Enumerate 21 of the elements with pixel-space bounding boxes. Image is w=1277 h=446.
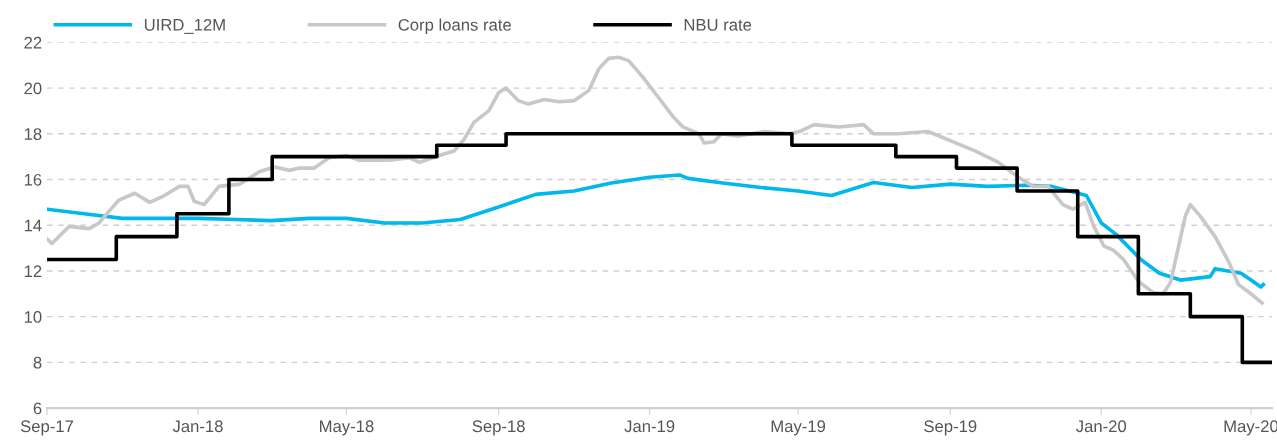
line-series: [47, 173, 1266, 289]
y-tick-label: 18: [24, 128, 42, 140]
legend-label: UIRD_12M: [144, 18, 225, 34]
y-tick-label: 10: [24, 311, 42, 323]
legend-label: Corp loans rate: [398, 18, 511, 35]
x-tick-label: Sep-17: [20, 420, 74, 436]
y-tick-label: 16: [24, 173, 42, 186]
legend-label: NBU rate: [684, 19, 752, 31]
x-tick-label: Sep-18: [472, 420, 525, 436]
y-tick-label: 6: [33, 402, 42, 415]
x-tick-label: Jan-18: [172, 420, 223, 433]
y-tick-label: 22: [24, 36, 42, 49]
y-tick-label: 20: [24, 82, 42, 95]
y-tick-label: 8: [33, 356, 42, 369]
x-tick-label: Jan-19: [624, 420, 675, 433]
x-tick-label: May-18: [320, 420, 374, 436]
y-tick-label: 14: [24, 219, 42, 232]
y-tick-label: 12: [24, 265, 42, 277]
x-tick-label: May-19: [771, 420, 826, 436]
x-tick-label: Jan-20: [1076, 420, 1127, 433]
x-tick-label: Sep-19: [924, 420, 977, 436]
